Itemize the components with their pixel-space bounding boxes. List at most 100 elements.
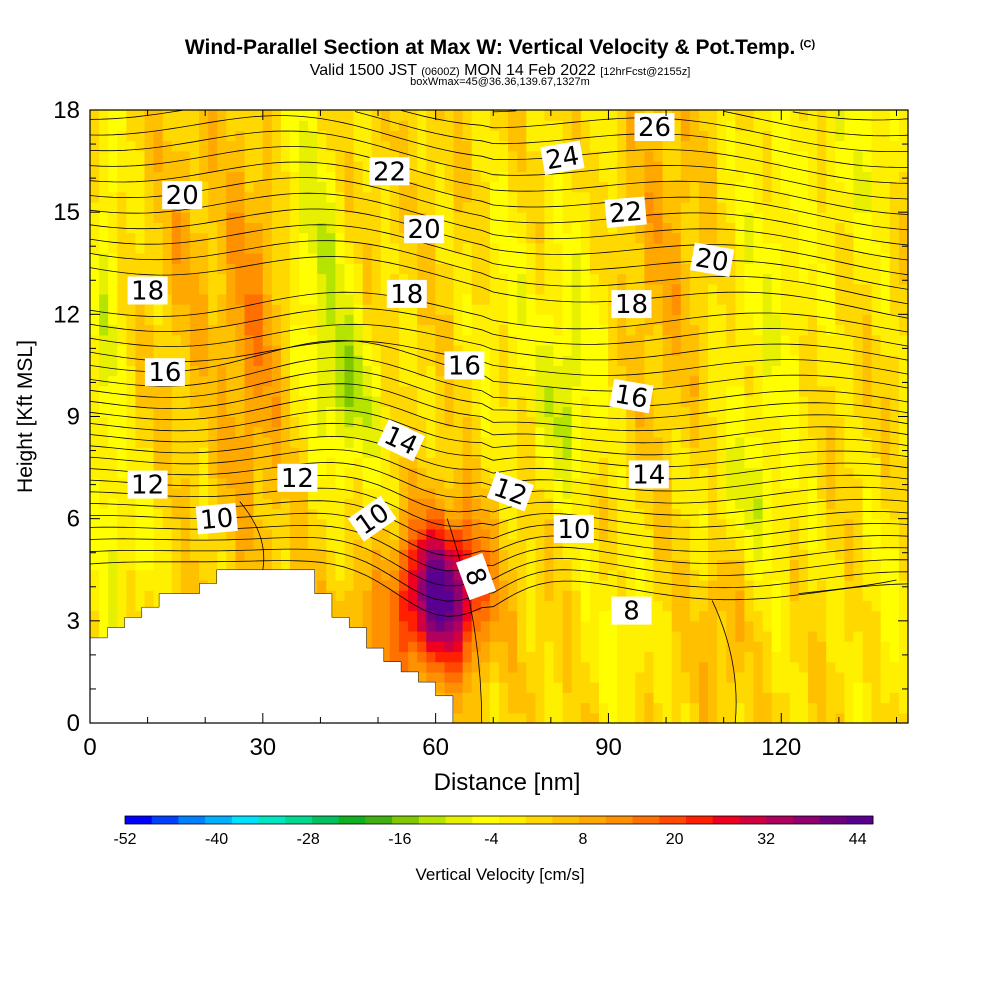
contour-label-text: 20 — [166, 181, 199, 211]
theta-line — [89, 323, 909, 361]
colorbar-tick-label: 32 — [757, 831, 775, 848]
colorbar-swatch — [739, 816, 767, 824]
colorbar-tick-label: -40 — [205, 831, 228, 848]
contour-label-text: 16 — [148, 358, 181, 388]
valid-utc: (0600Z) — [421, 66, 460, 78]
colorbar: -52 -40 -28 -16 -4 8 20 32 44 Vertical Velocity [… — [113, 815, 874, 884]
theta-line — [89, 548, 909, 602]
theta-line — [89, 256, 909, 319]
theta-contours — [89, 109, 909, 724]
contour-label-text: 10 — [557, 515, 590, 545]
y-axis-label: Height [Kft MSL] — [14, 340, 37, 493]
colorbar-swatch — [525, 816, 553, 824]
colorbar-swatch — [231, 816, 259, 824]
theta-line — [89, 240, 909, 305]
contour-label: 18 — [611, 290, 652, 320]
theta-line — [89, 115, 909, 184]
contour-label: 22 — [369, 157, 410, 187]
colorbar-swatch — [686, 816, 714, 824]
contour-label: 16 — [144, 358, 185, 388]
contour-label-text: 22 — [608, 197, 644, 230]
y-tick-label: 6 — [67, 506, 80, 533]
theta-line — [89, 161, 909, 231]
colorbar-swatch — [712, 816, 740, 824]
theta-line — [89, 370, 909, 420]
theta-line — [89, 356, 909, 407]
contour-label: 18 — [386, 279, 427, 310]
y-tick-label: 3 — [67, 608, 80, 635]
contour-label: 10 — [195, 503, 238, 536]
theta-line — [89, 383, 909, 432]
theta-line — [89, 192, 909, 261]
colorbar-swatch — [125, 816, 153, 824]
colorbar-swatch — [418, 816, 446, 824]
theta-line — [89, 208, 909, 276]
contour-label-text: 16 — [448, 351, 481, 381]
contour-label-text: 18 — [131, 277, 164, 307]
colorbar-tick-label: 20 — [666, 831, 684, 848]
y-tick-label: 0 — [67, 710, 80, 737]
colorbar-tick-label: 8 — [579, 831, 588, 848]
contour-label-text: 24 — [544, 141, 582, 176]
theta-line — [89, 177, 909, 246]
contour-label-text: 14 — [632, 460, 665, 490]
theta-line — [89, 487, 909, 528]
contour-label-text: 20 — [693, 243, 731, 278]
colorbar-tick-label: 44 — [849, 831, 867, 848]
colorbar-tick-label: -28 — [297, 831, 320, 848]
contour-label-text: 20 — [408, 215, 441, 245]
contour-label-text: 12 — [281, 464, 314, 494]
colorbar-swatch — [258, 816, 286, 824]
valid-date: MON 14 Feb 2022 — [464, 62, 596, 79]
colorbar-swatch — [285, 816, 313, 824]
y-tick-label: 12 — [53, 301, 80, 328]
theta-line — [493, 110, 909, 137]
y-tick-label: 15 — [53, 199, 80, 226]
contour-label: 10 — [553, 514, 594, 545]
colorbar-swatch — [205, 816, 233, 824]
colorbar-swatch — [792, 816, 820, 824]
colorbar-tick-label: -4 — [484, 831, 498, 848]
contour-label: 14 — [628, 460, 669, 490]
colorbar-swatch — [312, 816, 340, 824]
theta-line — [89, 537, 909, 587]
theta-line — [446, 518, 483, 724]
colorbar-swatch — [579, 816, 607, 824]
x-tick-label: 120 — [761, 734, 801, 761]
x-tick-label: 0 — [83, 734, 96, 761]
contour-label-text: 18 — [390, 280, 423, 310]
chart-subtitle: Valid 1500 JST (0600Z) MON 14 Feb 2022 [… — [0, 62, 1000, 80]
colorbar-swatch — [392, 816, 420, 824]
colorbar-swatch — [499, 816, 527, 824]
theta-line — [89, 396, 909, 444]
theta-line — [89, 146, 909, 215]
colorbar-swatch — [552, 816, 580, 824]
colorbar-swatch — [472, 816, 500, 824]
contour-label: 16 — [609, 378, 654, 415]
axes: 0 30 60 90 120 0 3 6 9 12 15 18 Distance [nm] Height … — [14, 97, 908, 796]
theta-line — [89, 435, 909, 480]
chart-title-text: Wind-Parallel Section at Max W: Vertical… — [184, 36, 796, 59]
x-tick-label: 30 — [249, 734, 276, 761]
y-tick-label: 9 — [67, 404, 80, 431]
theta-line — [239, 501, 265, 570]
contour-label-text: 16 — [612, 379, 650, 414]
theta-line — [89, 291, 909, 333]
theta-line — [89, 109, 908, 168]
contour-label-text: 22 — [373, 157, 406, 187]
chart-title: Wind-Parallel Section at Max W: Vertical… — [0, 36, 1000, 60]
valid-time: Valid 1500 JST — [309, 62, 417, 79]
colorbar-swatch — [178, 816, 206, 824]
contour-label: 20 — [689, 242, 735, 278]
colorbar-tick-label: -16 — [388, 831, 411, 848]
theta-line — [89, 409, 909, 456]
colorbar-swatch — [819, 816, 847, 824]
colorbar-swatch — [632, 816, 660, 824]
theta-line — [798, 579, 897, 594]
contour-label: 8 — [611, 596, 652, 627]
colorbar-tick-label: -52 — [113, 831, 136, 848]
x-tick-label: 60 — [422, 734, 449, 761]
theta-line — [711, 600, 737, 724]
forecast-info: [12hrFcst@2155z] — [600, 66, 691, 78]
